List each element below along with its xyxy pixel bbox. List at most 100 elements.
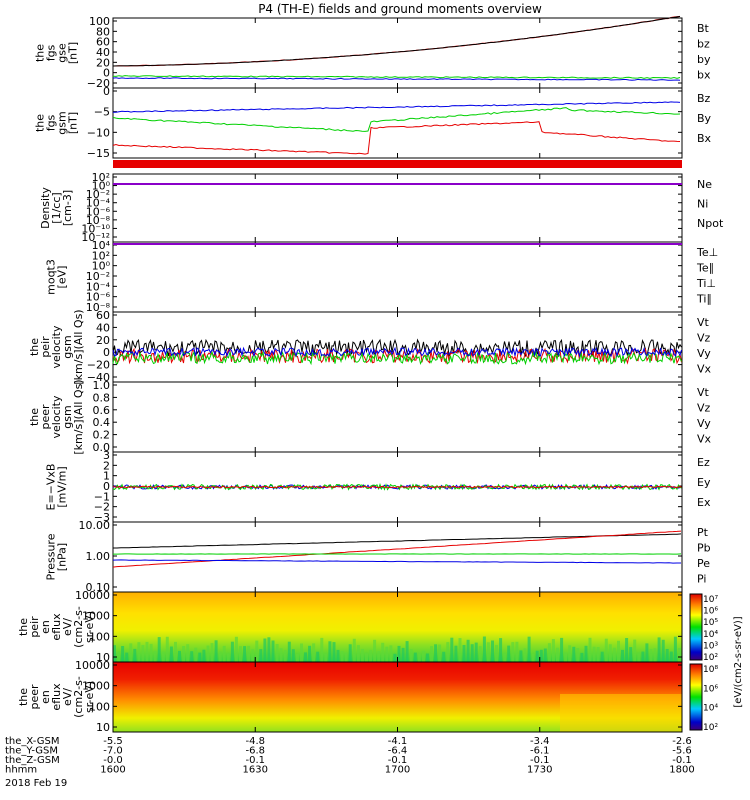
spectrogram-cell (430, 646, 433, 662)
ephemeris-value: 1630 (243, 765, 268, 776)
y-tick-label: 10000 (75, 589, 110, 602)
y-axis-label-line: peer (39, 404, 52, 430)
y-tick-label: −40 (87, 371, 110, 384)
spectrogram-cell (226, 653, 230, 662)
y-axis-label-line: en (39, 690, 52, 704)
ephemeris-value: -3.4 (530, 736, 550, 747)
spectrogram-cell (198, 652, 202, 662)
ephemeris-row-label: hhmm (5, 765, 37, 776)
spectrogram-cell (612, 647, 616, 662)
spectrogram-cell (141, 645, 145, 662)
y-tick-label: 10⁰ (92, 180, 111, 193)
legend-Vy: Vy (697, 417, 711, 430)
ephemeris-value: -7.0 (103, 746, 123, 757)
y-tick-label: 10⁻⁶ (86, 205, 111, 218)
spectrogram-cell (491, 640, 494, 662)
y-axis-label: thefgsgsm[nT] (34, 111, 80, 134)
y-tick-label: −20 (87, 77, 110, 90)
spectrogram-cell (543, 648, 547, 662)
y-axis-label-line: [1/cc] (50, 192, 63, 223)
legend-Pe: Pe (697, 557, 710, 570)
spectrogram-cell (608, 644, 612, 662)
y-axis-label-line: eflux (50, 683, 63, 711)
Bx-trace (112, 101, 681, 113)
spectrogram-cell (629, 647, 633, 662)
spectrogram-cell (279, 648, 283, 662)
spectrogram-cell (190, 651, 194, 662)
legend-Bt: Bt (697, 22, 710, 35)
by-trace (112, 75, 681, 79)
legend-Ex: Ex (697, 496, 711, 509)
y-tick-label: 0.2 (93, 429, 111, 442)
spectrogram-cell (665, 649, 669, 662)
spectrogram-cell (413, 652, 417, 662)
spectrogram-cell (486, 642, 490, 662)
y-axis-label-line: eV/ (61, 618, 74, 636)
spectrogram-cell (421, 650, 425, 662)
y-axis-label-line: fgs (45, 114, 58, 131)
spectrogram-cell (312, 643, 316, 662)
panel-fgs-gsm: 0 −5 −10 −15 thefgsgsm[nT] Bz By Bx (34, 85, 712, 160)
y-tick-label: 20 (96, 334, 110, 347)
y-axis-label-line: peir (28, 616, 41, 638)
spectrogram-cell (515, 641, 519, 662)
spectrogram-cell (117, 651, 121, 662)
spectrogram-cell (405, 641, 409, 662)
y-axis-label-line: en (39, 620, 52, 634)
colorbar-title: [eV/(cm2-s-sr-eV)] (733, 616, 744, 707)
y-axis-label-line: [km/s](All Qs) (72, 379, 85, 454)
spectrogram-cell (381, 642, 385, 662)
spectrogram-cell (360, 649, 364, 662)
y-axis-label-line: E=−VxB (45, 464, 58, 511)
y-axis-label: thepeervelocitygsm[km/s](All Qs) (28, 379, 85, 454)
y-tick-label: 0 (103, 346, 110, 359)
y-axis-label: thepeirvelocitygsm[km/s](All Qs) (28, 309, 85, 384)
y-tick-label: 1000 (82, 610, 110, 623)
spectrogram-cell (243, 646, 247, 662)
spectrogram-cell (283, 650, 287, 662)
spectrogram-cell (194, 647, 198, 662)
spectrogram-cell (174, 641, 177, 662)
legend-Vt: Vt (697, 316, 710, 329)
spectrogram-cell (300, 643, 303, 662)
y-tick-label: 10⁰ (92, 260, 111, 273)
spectrogram-cell (153, 650, 157, 662)
y-tick-label: 10⁻⁶ (86, 291, 111, 304)
spectrogram-cell (478, 646, 482, 662)
spectrogram-cell (373, 639, 377, 662)
ephemeris-value: 1800 (669, 765, 694, 776)
spectrogram-cell (499, 638, 503, 662)
legend-Vt: Vt (697, 386, 710, 399)
legend-Pt: Pt (697, 526, 709, 539)
spectrogram-cell (377, 651, 381, 662)
y-tick-label: 10⁻⁸ (86, 301, 111, 314)
y-tick-label: 0.4 (93, 416, 111, 429)
spectrogram-cell (450, 637, 454, 662)
spectrogram-cell (165, 636, 169, 662)
spectrogram-cell (560, 694, 682, 732)
y-axis-label-line: the (28, 408, 41, 426)
y-tick-label: 60 (96, 309, 110, 322)
legend-Ez: Ez (697, 456, 710, 469)
spectrogram-cell (645, 643, 649, 662)
spectrogram-cell (125, 652, 129, 662)
spectrogram-cell (560, 637, 564, 662)
panel-frame (112, 381, 683, 453)
y-axis-label-line: the (17, 618, 30, 636)
spectrogram-cell (393, 653, 397, 662)
spectrogram-cell (271, 640, 275, 662)
y-tick-label: 0.10 (86, 581, 111, 594)
spectrogram-cell (206, 645, 210, 662)
y-axis-label-line: the (34, 44, 47, 62)
ephemeris-value: -6.4 (388, 746, 408, 757)
ephemeris-row-label: the_Z-GSM (5, 755, 60, 766)
spectrogram-cell (186, 644, 190, 662)
spectrogram-cell (291, 649, 295, 662)
legend-Te⊥: Te⊥ (696, 246, 718, 259)
Bz-trace (112, 121, 681, 155)
spectrogram-cell (348, 644, 352, 662)
spectrogram-cell (234, 636, 238, 662)
spectrogram-cell (385, 646, 389, 662)
